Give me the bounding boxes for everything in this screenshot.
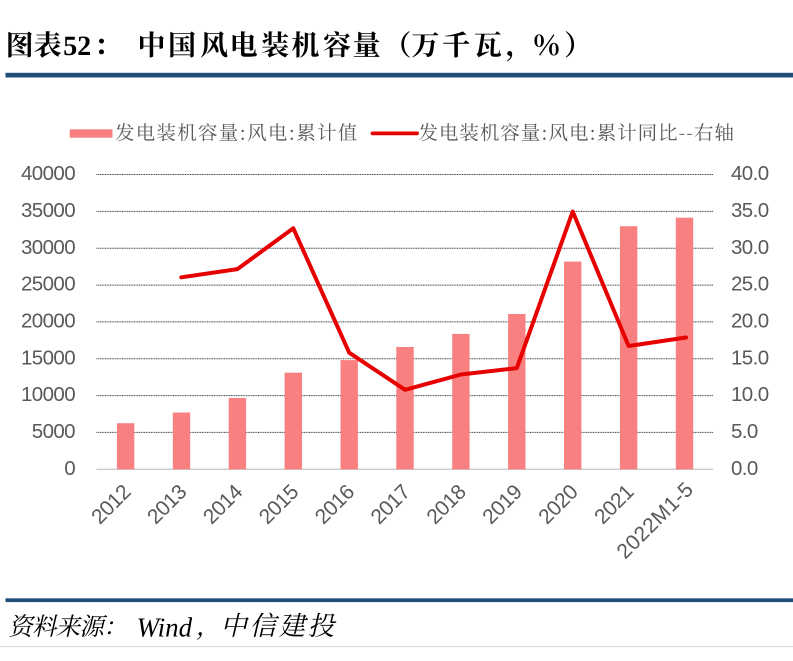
svg-text:30.0: 30.0 xyxy=(731,236,769,259)
svg-text:40000: 40000 xyxy=(21,162,75,185)
svg-text:25.0: 25.0 xyxy=(731,273,769,296)
svg-text:10000: 10000 xyxy=(21,383,75,406)
svg-text:0: 0 xyxy=(64,457,75,480)
svg-text:15.0: 15.0 xyxy=(731,346,769,369)
svg-text:5000: 5000 xyxy=(32,420,75,443)
svg-text:35.0: 35.0 xyxy=(731,199,769,222)
svg-text:5.0: 5.0 xyxy=(731,420,758,443)
svg-text:25000: 25000 xyxy=(21,273,75,296)
svg-text:40.0: 40.0 xyxy=(731,162,769,185)
svg-text:30000: 30000 xyxy=(21,236,75,259)
svg-text:20000: 20000 xyxy=(21,310,75,333)
svg-text:10.0: 10.0 xyxy=(731,383,769,406)
svg-text:0.0: 0.0 xyxy=(731,457,758,480)
svg-text:20.0: 20.0 xyxy=(731,310,769,333)
svg-text:15000: 15000 xyxy=(21,346,75,369)
svg-text:35000: 35000 xyxy=(21,199,75,222)
svg-text:Wind: Wind xyxy=(137,613,193,643)
